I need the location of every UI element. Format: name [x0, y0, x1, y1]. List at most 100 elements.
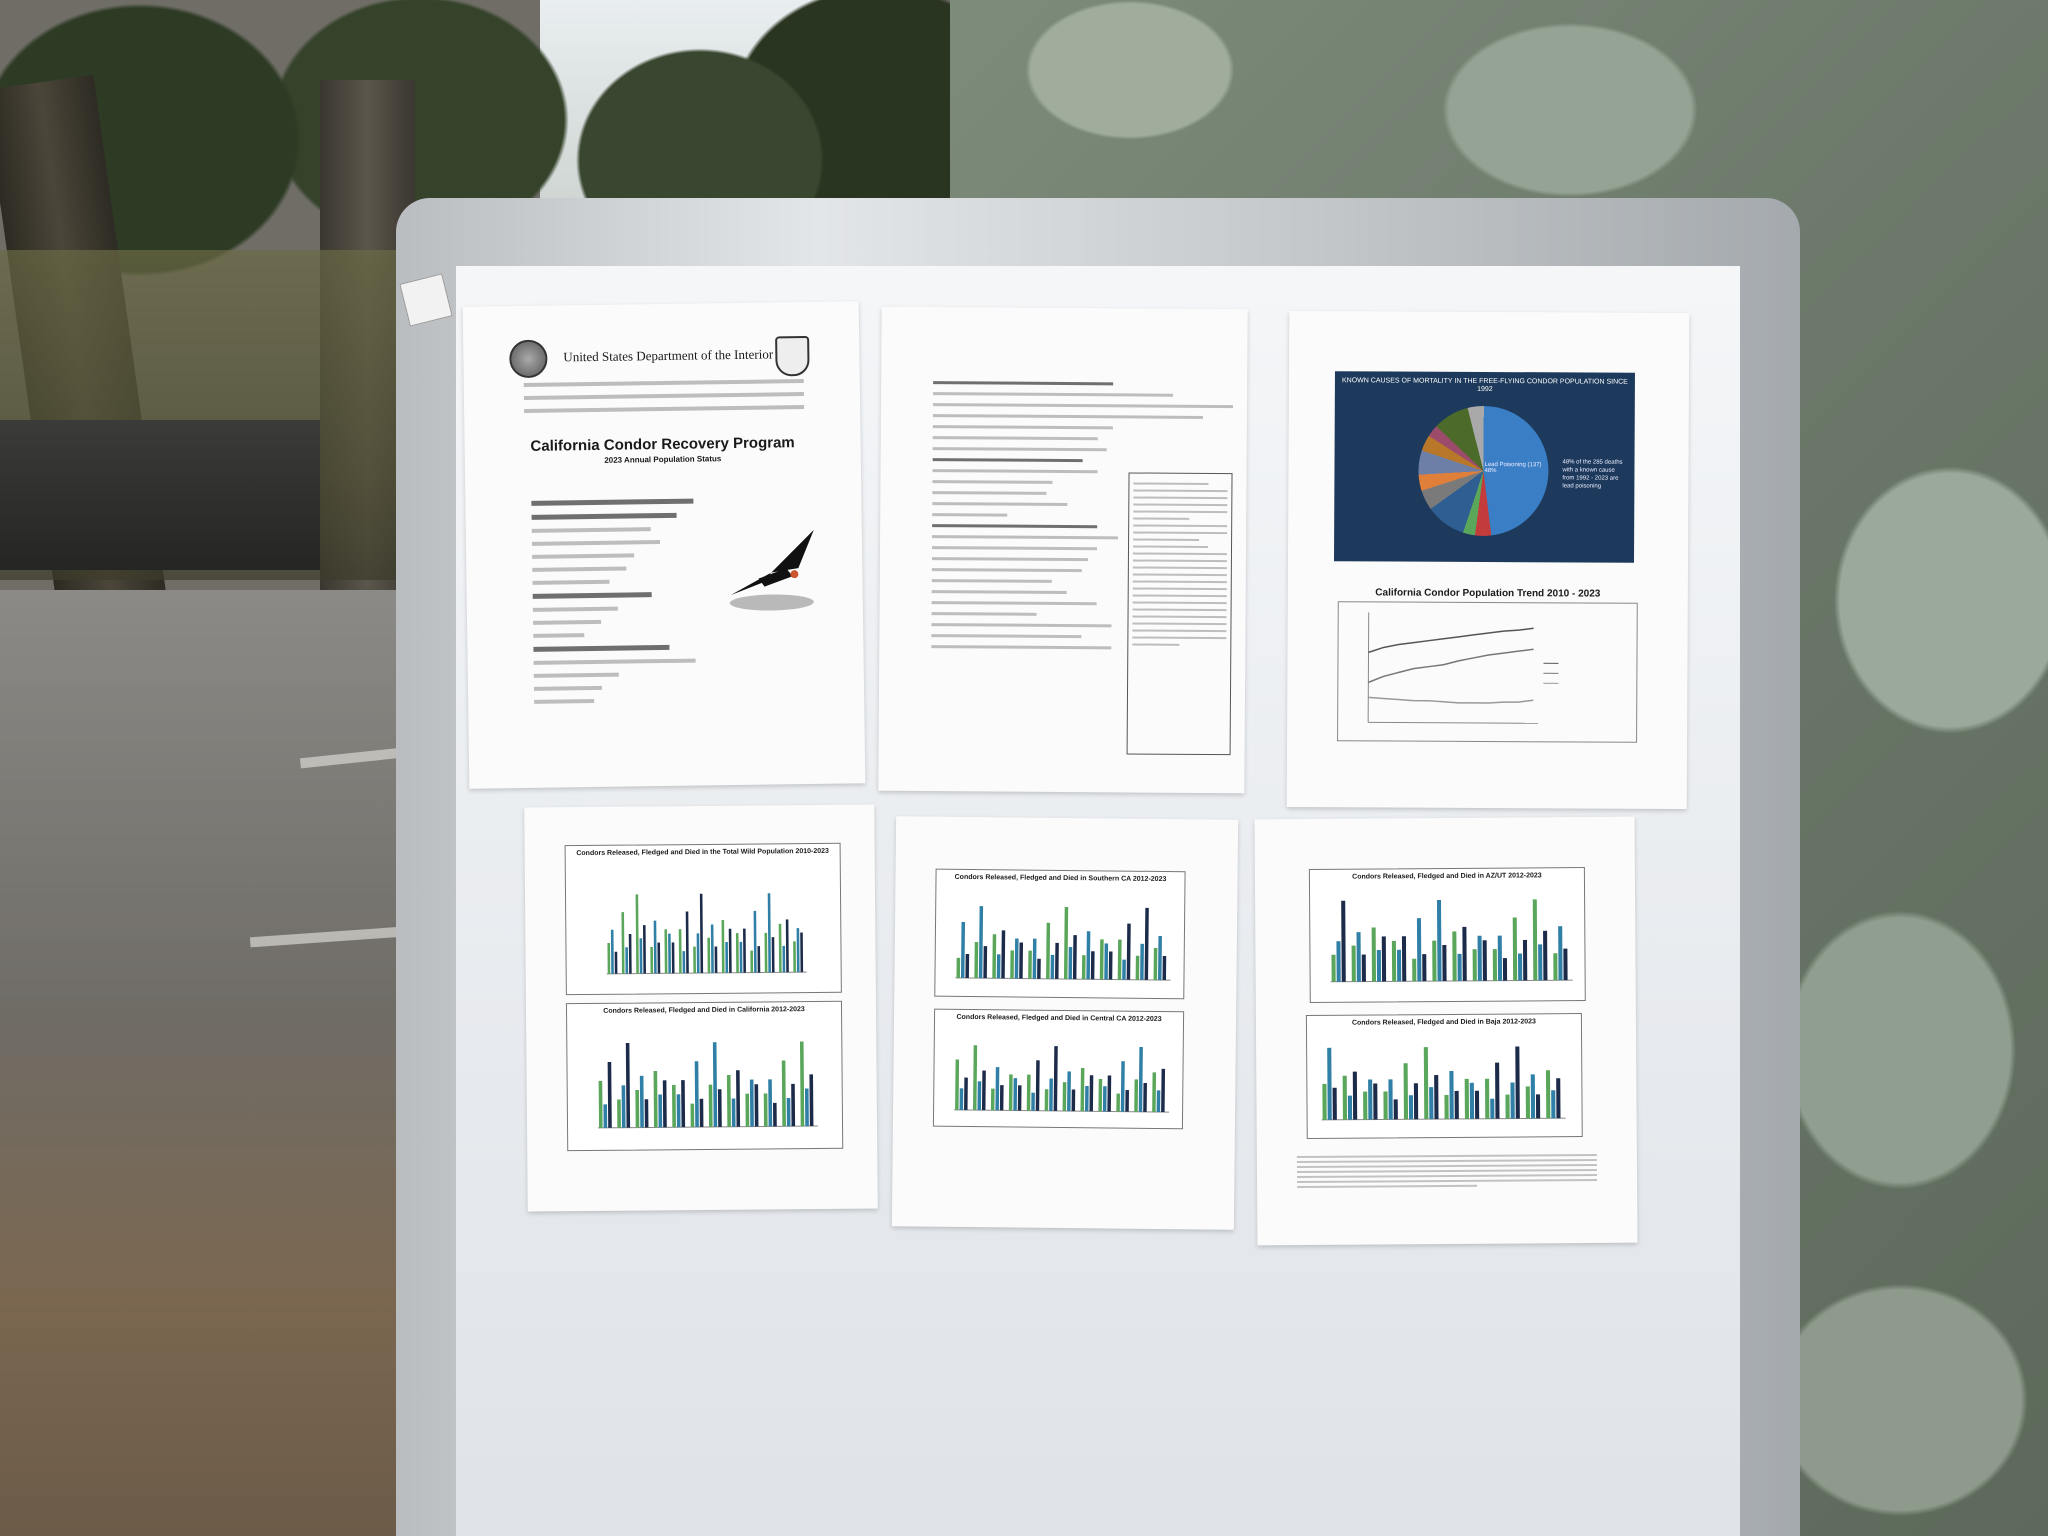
chart-bar: [735, 933, 739, 973]
chart-bar: [996, 954, 1001, 979]
chart-bar: [1495, 1062, 1500, 1119]
chart-bar: [1153, 947, 1158, 980]
chart-bar: [681, 1080, 686, 1128]
chart-bar: [1408, 1095, 1414, 1120]
population-figures: [531, 489, 704, 712]
sheet-captive-and-deaths: [878, 306, 1248, 794]
chart-bar: [1125, 1090, 1129, 1112]
chart-bar: [1341, 900, 1346, 982]
chart-bar: [1532, 899, 1538, 981]
chart-bar: [1412, 958, 1417, 982]
chart-bar: [1436, 900, 1442, 982]
chart-bar: [690, 1103, 695, 1128]
pie-chart-title: KNOWN CAUSES OF MORTALITY IN THE FREE-FL…: [1341, 377, 1628, 394]
chart-bar: [1371, 927, 1377, 982]
chart-bar: [793, 941, 796, 973]
chart-bar: [977, 1081, 982, 1111]
population-trend-chart: [1337, 601, 1638, 743]
chart-bar: [781, 1060, 786, 1127]
chart-bar: [625, 1043, 631, 1128]
chart-bar: [1032, 938, 1037, 979]
chart-bar: [799, 1041, 805, 1127]
chart-bar: [731, 1098, 736, 1127]
chart-bar: [1396, 949, 1402, 982]
chart-bar: [628, 934, 632, 974]
chart-bar: [804, 1088, 809, 1127]
picnic-pavilion: [0, 420, 320, 570]
chart-bar: [1373, 1083, 1378, 1120]
chart-bar: [767, 893, 771, 973]
chart-bar: [1391, 940, 1397, 982]
chart-bar: [955, 1059, 960, 1110]
chart-bar: [791, 1083, 796, 1127]
chart-bar: [1332, 1087, 1337, 1120]
chart-bar: [664, 929, 668, 974]
chart-bar: [754, 1084, 759, 1127]
chart-bar: [1010, 950, 1014, 979]
chart-bar: [1071, 1089, 1076, 1112]
chart-bar: [1551, 1090, 1556, 1119]
chart-bar: [610, 929, 614, 974]
chart-baja: Condors Released, Fledged and Died in Ba…: [1305, 1013, 1583, 1139]
chart-bar: [617, 1099, 621, 1128]
chart-bar: [1089, 1075, 1094, 1112]
chart-bar: [1050, 954, 1055, 979]
chart-bar: [1086, 931, 1091, 980]
chart-bar: [1477, 935, 1482, 981]
chart-bar: [717, 1089, 722, 1127]
chart-bar: [1126, 923, 1131, 980]
chart-bar: [782, 945, 786, 973]
chart-bar: [1031, 1092, 1035, 1111]
chart-bar: [710, 924, 714, 973]
chart-bar: [1469, 1082, 1475, 1119]
chart-bar: [1515, 1046, 1520, 1119]
trend-chart-title: California Condor Population Trend 2010 …: [1375, 587, 1601, 600]
chart-bar: [1413, 1083, 1419, 1120]
chart-bar: [1363, 1091, 1368, 1120]
chart-bar: [1161, 1068, 1166, 1113]
chart-bar: [653, 920, 657, 974]
chart-bar: [685, 911, 689, 974]
chart-bar: [708, 1084, 713, 1127]
chart-bar: [639, 1075, 644, 1128]
chart-bar: [1347, 1095, 1353, 1120]
chart-bar: [1019, 942, 1024, 979]
chart-bar: [768, 1079, 773, 1127]
chart-bar: [721, 919, 725, 973]
chart-bar: [973, 1045, 978, 1111]
chart-bar: [1013, 1078, 1018, 1111]
chart-bar: [960, 921, 966, 978]
chart-baseline: [1321, 1117, 1566, 1121]
chart-bar: [1049, 1078, 1053, 1111]
chart-bar: [1152, 1072, 1157, 1112]
chart-bar: [1563, 948, 1568, 981]
chart-bar: [1545, 1070, 1551, 1119]
bar-group-az-ut: [1330, 899, 1573, 983]
chart-bar: [981, 1070, 986, 1111]
chart-bar: [772, 1102, 777, 1127]
chart-bar: [1104, 943, 1109, 980]
chart-bar: [682, 951, 686, 974]
chart-bar: [978, 906, 984, 979]
trend-lines: [1367, 612, 1559, 724]
chart-bar: [672, 1084, 676, 1128]
chart-bar: [621, 912, 625, 974]
chart-bar: [753, 910, 757, 973]
chart-bar: [662, 1080, 667, 1128]
chart-bar: [1393, 1099, 1398, 1120]
chart-bar: [1053, 1046, 1058, 1111]
agency-name: United States Department of the Interior: [563, 346, 774, 365]
chart-bar: [743, 928, 746, 973]
chart-bar: [1134, 1079, 1139, 1112]
chart-bar: [1120, 1061, 1125, 1112]
chart-baseline: [954, 1109, 1170, 1113]
chart-bar: [639, 938, 643, 974]
sheet-total-wild-and-california: Condors Released, Fledged and Died in th…: [524, 804, 878, 1212]
pie-side-note: 48% of the 285 deaths with a known cause…: [1562, 459, 1623, 490]
interior-seal-icon: [509, 339, 548, 379]
chart-bar: [1144, 907, 1149, 980]
chart-bar: [992, 934, 997, 979]
chart-bar: [959, 1088, 964, 1110]
chart-bar: [714, 946, 718, 973]
chart-bar: [1442, 944, 1447, 982]
